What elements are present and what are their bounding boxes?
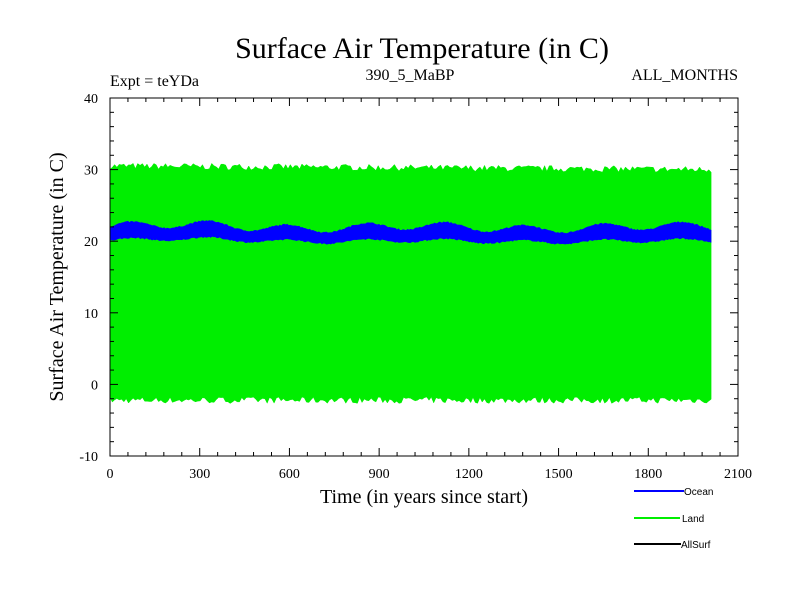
x-tick-label: 1800 <box>634 467 662 482</box>
legend-label-ocean: Ocean <box>684 487 713 498</box>
y-tick-label: 30 <box>84 164 98 179</box>
legend-item-allsurf: AllSurf <box>634 540 711 551</box>
x-tick-label: 2100 <box>724 467 752 482</box>
x-tick-label: 1200 <box>455 467 483 482</box>
subtitle-expt: Expt = teYDa <box>110 73 199 90</box>
y-tick-label: 40 <box>84 92 98 107</box>
y-tick-label: 0 <box>91 378 98 393</box>
plot-area <box>109 162 712 404</box>
subtitle-period: 390_5_MaBP <box>366 67 455 84</box>
y-tick-label: 20 <box>84 235 98 250</box>
plot-frame <box>109 97 739 457</box>
x-tick-label: 600 <box>279 467 300 482</box>
y-tick-label: 10 <box>84 307 98 322</box>
legend-label-land: Land <box>682 514 704 525</box>
y-axis: -10 0 10 20 30 40 <box>79 92 738 465</box>
legend-item-ocean: Ocean <box>634 487 713 498</box>
legend-label-allsurf: AllSurf <box>681 540 711 551</box>
legend-item-land: Land <box>634 514 704 525</box>
x-tick-label: 900 <box>369 467 390 482</box>
x-axis-label: Time (in years since start) <box>320 486 528 508</box>
x-tick-label: 300 <box>189 467 210 482</box>
subtitle-months: ALL_MONTHS <box>631 67 738 84</box>
series-land-band <box>109 162 712 404</box>
y-axis-label: Surface Air Temperature (in C) <box>46 152 68 401</box>
x-axis: 0 300 600 900 1200 1500 1800 2100 <box>107 98 752 482</box>
x-tick-label: 1500 <box>545 467 573 482</box>
series-ocean-band <box>109 220 712 245</box>
chart-title: Surface Air Temperature (in C) <box>235 32 609 65</box>
y-tick-label: -10 <box>79 450 98 465</box>
x-tick-label: 0 <box>107 467 114 482</box>
legend: Ocean Land AllSurf <box>634 487 713 551</box>
